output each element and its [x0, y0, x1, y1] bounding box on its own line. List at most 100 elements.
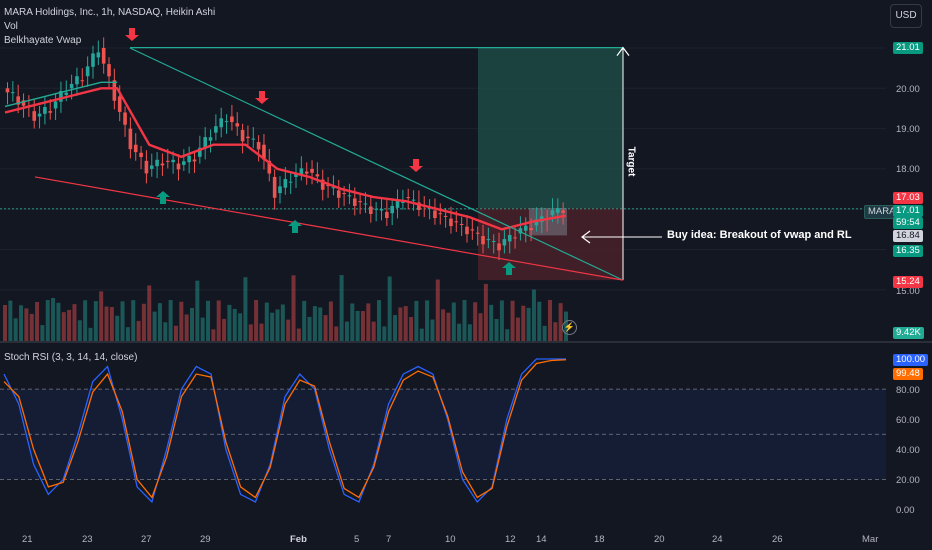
volume-bar [179, 301, 184, 342]
volume-bar [8, 300, 13, 342]
candle-body [486, 239, 491, 241]
candle-body [11, 92, 15, 94]
volume-bar [216, 300, 221, 342]
candle-body [198, 147, 202, 157]
candle-body [470, 229, 475, 231]
currency-button[interactable]: USD [890, 4, 922, 28]
candle-body [133, 144, 138, 153]
candle-body [32, 111, 37, 121]
target-label[interactable]: Target [625, 146, 637, 177]
lightning-icon[interactable]: ⚡ [562, 320, 577, 335]
candle-body [491, 240, 496, 242]
candle-body [112, 80, 117, 101]
price-tick: 20.00 [896, 84, 920, 95]
rsi-pane[interactable]: Stoch RSI (3, 3, 14, 14, close) 100.00 9… [0, 343, 932, 527]
candle-body [363, 203, 368, 205]
stop-tag: 15.24 [893, 276, 923, 288]
volume-bar [478, 313, 483, 342]
volume-bar [355, 310, 360, 342]
candle-body [85, 66, 90, 77]
candle-body [374, 208, 378, 210]
candle-body [230, 116, 234, 123]
candle-body [59, 90, 63, 102]
volume-bar [473, 302, 478, 342]
volume-bar [531, 289, 536, 342]
candle-body [171, 159, 175, 163]
volume-bar [339, 275, 344, 342]
volume-bar [430, 319, 435, 342]
candle-body [304, 171, 309, 174]
volume-bar [168, 300, 173, 342]
rsi-chart[interactable] [0, 343, 932, 527]
countdown-tag: 59:54 [893, 217, 923, 229]
candle-body [507, 235, 512, 242]
volume-bar [441, 309, 446, 342]
volume-bar [419, 328, 424, 342]
volume-bar [318, 307, 323, 342]
candle-body [390, 205, 394, 214]
volume-bar [51, 297, 56, 342]
candle-body [149, 165, 154, 169]
time-label: 5 [354, 534, 360, 545]
buy-arrow-icon [502, 262, 516, 275]
buy-arrow-icon [288, 220, 302, 233]
candle-body [5, 88, 10, 93]
rsi-tick: 20.00 [896, 475, 920, 486]
pane-divider[interactable] [0, 341, 932, 343]
candle-body [523, 225, 528, 231]
time-axis[interactable]: 21 23 27 29 Feb 5 7 10 12 14 18 20 24 26… [0, 528, 932, 550]
candle-body [80, 80, 85, 82]
buy-arrow-icon [156, 191, 170, 204]
rsi-tick: 60.00 [896, 415, 920, 426]
candle-body [246, 136, 250, 139]
volume-bar [377, 300, 381, 342]
candle-body [37, 113, 42, 117]
price-pane[interactable]: MARA Holdings, Inc., 1h, NASDAQ, Heikin … [0, 0, 932, 342]
volume-bar [334, 326, 339, 342]
time-label: 20 [654, 534, 665, 545]
candle-body [358, 201, 362, 203]
volume-bar [398, 307, 403, 342]
candle-body [401, 201, 405, 203]
symbol-tag: MARA [864, 205, 900, 219]
candle-body [513, 237, 517, 239]
candle-body [165, 160, 170, 162]
time-label: 24 [712, 534, 723, 545]
volume-bar [206, 300, 211, 342]
legend-vol[interactable]: Vol [4, 21, 18, 32]
volume-bar [190, 307, 194, 342]
candle-body [240, 129, 245, 142]
chart-title[interactable]: MARA Holdings, Inc., 1h, NASDAQ, Heikin … [4, 7, 216, 18]
candle-body [139, 152, 143, 158]
rsi-d-tag: 99.48 [893, 368, 923, 380]
legend-vwap[interactable]: Belkhayate Vwap [4, 35, 82, 46]
rsi-legend[interactable]: Stoch RSI (3, 3, 14, 14, close) [4, 352, 138, 363]
candle-body [550, 210, 555, 216]
time-label: 21 [22, 534, 33, 545]
vwap-band-line [4, 81, 118, 108]
candle-body [556, 208, 560, 213]
volume-bar [270, 312, 275, 342]
volume-bar [489, 304, 494, 342]
volume-bar [211, 329, 216, 342]
volume-bar [526, 307, 531, 342]
candle-body [326, 185, 330, 187]
candle-body [534, 219, 539, 226]
rsi-k-line [3, 358, 566, 504]
candle-body [502, 239, 507, 246]
sell-arrow-icon [409, 159, 423, 172]
volume-bar [328, 301, 333, 342]
vwap-line [4, 87, 567, 231]
candle-body [518, 228, 523, 234]
volume-bar [141, 303, 146, 342]
price-tick: 19.00 [896, 124, 920, 135]
volume-bar [184, 314, 189, 342]
volume-bar [547, 300, 552, 342]
volume-bar [61, 312, 66, 342]
price-chart[interactable] [0, 0, 932, 342]
candle-body [299, 168, 304, 175]
time-label: 7 [386, 534, 392, 545]
buy-idea-note[interactable]: Buy idea: Breakout of vwap and RL [667, 229, 852, 241]
volume-bar [350, 303, 355, 342]
volume-bar [323, 315, 328, 342]
